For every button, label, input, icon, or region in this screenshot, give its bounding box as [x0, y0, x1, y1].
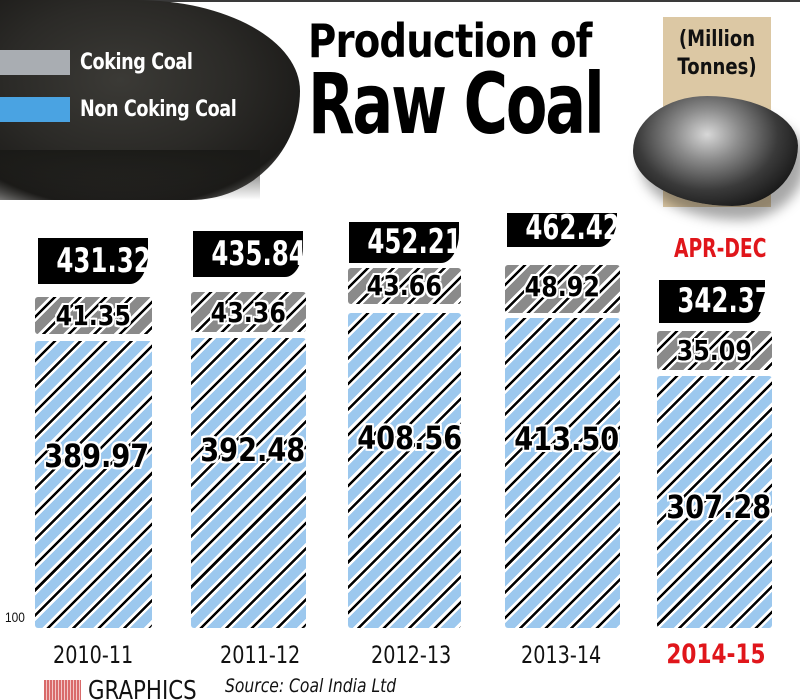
top-border	[0, 0, 800, 2]
bar-2010-11: 431.32 41.35 389.97	[35, 0, 152, 700]
segment-coking	[348, 268, 461, 304]
segment-non-coking	[35, 341, 152, 628]
pti-logo-icon	[44, 680, 81, 700]
x-label-2013-14: 2013-14	[520, 641, 602, 669]
x-label-2010-11: 2010-11	[52, 641, 134, 669]
coking-value-label: 35.09	[676, 334, 753, 367]
total-label: 462.42	[507, 211, 620, 247]
chart-legend: Coking Coal Non Coking Coal	[0, 44, 276, 138]
segment-coking	[35, 297, 152, 334]
bar-2012-13: 452.21 43.66 408.56	[348, 0, 463, 700]
unit-line2: Tonnes)	[677, 55, 757, 80]
chart-title-line2: Raw Coal	[308, 55, 605, 153]
bar-2014-15: 342.37 35.09 307.28	[657, 0, 772, 700]
total-label: 342.37	[659, 280, 772, 323]
bar-2011-12: 435.84 43.36 392.48	[191, 0, 306, 700]
legend-item-coking: Coking Coal	[0, 44, 276, 80]
segment-non-coking	[191, 338, 306, 628]
coking-value-label: 43.66	[366, 269, 443, 302]
segment-coking	[657, 331, 772, 370]
segment-non-coking	[657, 376, 772, 628]
legend-item-non-coking: Non Coking Coal	[0, 91, 276, 127]
x-label-2012-13: 2012-13	[370, 641, 452, 669]
chart-title-line1: Production of	[308, 14, 592, 68]
segment-non-coking	[505, 318, 620, 628]
source-note: Source: Coal India Ltd	[225, 675, 397, 697]
unit-label: (Million Tonnes)	[673, 26, 762, 82]
coal-image-right	[633, 96, 798, 206]
unit-line1: (Million	[678, 27, 756, 52]
x-label-2014-15: 2014-15	[666, 639, 766, 670]
bar-2013-14: 462.42 48.92 413.50	[505, 0, 620, 700]
y-axis-min-label: 100	[5, 609, 25, 625]
segment-coking	[191, 292, 306, 332]
legend-swatch-coking	[0, 49, 70, 75]
non-coking-value-label: 389.97	[44, 437, 150, 475]
non-coking-value-label: 307.28	[666, 488, 772, 526]
non-coking-value-label: 413.50	[514, 420, 620, 458]
coking-value-label: 41.35	[55, 299, 132, 332]
segment-non-coking	[348, 313, 461, 628]
total-label: 435.84	[193, 231, 306, 277]
coking-value-label: 48.92	[524, 270, 601, 303]
apr-dec-annotation: APR-DEC	[673, 234, 767, 264]
total-label: 452.21	[349, 222, 462, 263]
non-coking-value-label: 408.56	[357, 419, 463, 457]
legend-label-coking: Coking Coal	[80, 49, 193, 75]
segment-coking	[505, 265, 620, 313]
total-label: 431.32	[38, 238, 151, 284]
non-coking-value-label: 392.48	[200, 431, 306, 469]
x-label-2011-12: 2011-12	[219, 641, 301, 669]
legend-label-non-coking: Non Coking Coal	[80, 96, 237, 122]
legend-swatch-non-coking	[0, 96, 70, 122]
coking-value-label: 43.36	[210, 296, 287, 329]
graphics-credit: GRAPHICS	[88, 676, 197, 700]
